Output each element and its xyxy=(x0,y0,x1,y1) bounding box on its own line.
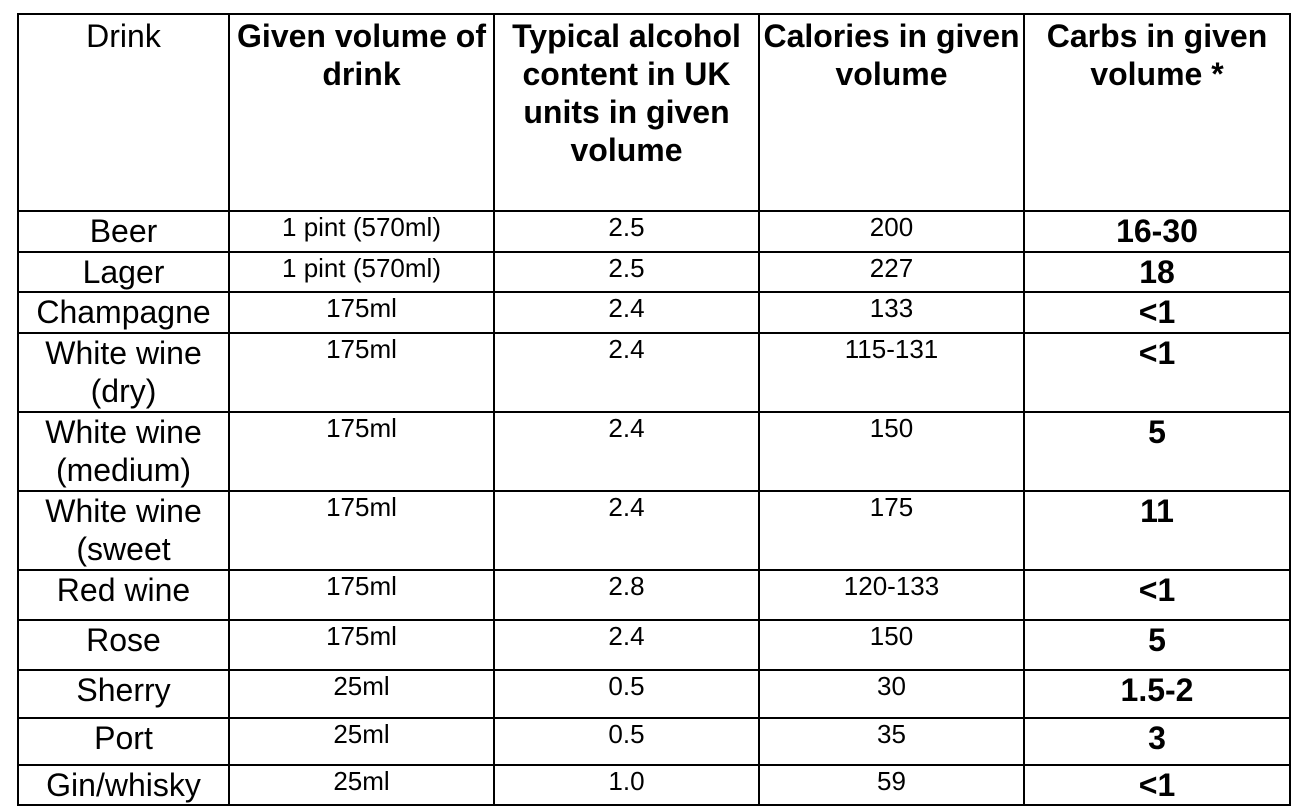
table-row: Champagne 175ml 2.4 133 <1 xyxy=(17,291,1291,334)
drink-cell: Beer xyxy=(17,210,230,253)
drink-cell: White wine (medium) xyxy=(17,411,230,492)
calories-cell: 35 xyxy=(758,717,1025,766)
drink-cell: Port xyxy=(17,717,230,766)
drink-cell: White wine (dry) xyxy=(17,332,230,413)
carbs-cell: <1 xyxy=(1023,291,1291,334)
drink-cell: Rose xyxy=(17,619,230,671)
table-row: Beer 1 pint (570ml) 2.5 200 16-30 xyxy=(17,210,1291,253)
drink-cell: Sherry xyxy=(17,669,230,719)
volume-cell: 175ml xyxy=(228,332,495,413)
carbs-cell: <1 xyxy=(1023,764,1291,806)
table-row: Gin/whisky 25ml 1.0 59 <1 xyxy=(17,764,1291,806)
calories-cell: 59 xyxy=(758,764,1025,806)
carbs-cell: 16-30 xyxy=(1023,210,1291,253)
table-row: Sherry 25ml 0.5 30 1.5-2 xyxy=(17,669,1291,719)
carbs-cell: <1 xyxy=(1023,569,1291,621)
calories-cell: 150 xyxy=(758,411,1025,492)
carbs-cell: 5 xyxy=(1023,411,1291,492)
header-volume: Given volume of drink xyxy=(228,13,495,212)
table-row: White wine (medium) 175ml 2.4 150 5 xyxy=(17,411,1291,492)
volume-cell: 1 pint (570ml) xyxy=(228,251,495,293)
alcohol-cell: 2.5 xyxy=(493,210,760,253)
volume-cell: 25ml xyxy=(228,764,495,806)
alcohol-cell: 2.4 xyxy=(493,291,760,334)
carbs-cell: 11 xyxy=(1023,490,1291,571)
alcohol-cell: 0.5 xyxy=(493,669,760,719)
volume-cell: 175ml xyxy=(228,411,495,492)
calories-cell: 115-131 xyxy=(758,332,1025,413)
carbs-cell: 18 xyxy=(1023,251,1291,293)
table-row: Red wine 175ml 2.8 120-133 <1 xyxy=(17,569,1291,621)
volume-cell: 1 pint (570ml) xyxy=(228,210,495,253)
alcohol-cell: 1.0 xyxy=(493,764,760,806)
calories-cell: 120-133 xyxy=(758,569,1025,621)
carbs-cell: 1.5-2 xyxy=(1023,669,1291,719)
alcohol-cell: 0.5 xyxy=(493,717,760,766)
calories-cell: 150 xyxy=(758,619,1025,671)
table-row: White wine (sweet 175ml 2.4 175 11 xyxy=(17,490,1291,571)
volume-cell: 175ml xyxy=(228,291,495,334)
calories-cell: 175 xyxy=(758,490,1025,571)
volume-cell: 175ml xyxy=(228,619,495,671)
alcohol-cell: 2.4 xyxy=(493,490,760,571)
table-row: Rose 175ml 2.4 150 5 xyxy=(17,619,1291,671)
header-calories: Calories in given volume xyxy=(758,13,1025,212)
drink-cell: Champagne xyxy=(17,291,230,334)
calories-cell: 200 xyxy=(758,210,1025,253)
volume-cell: 25ml xyxy=(228,669,495,719)
calories-cell: 133 xyxy=(758,291,1025,334)
drink-cell: White wine (sweet xyxy=(17,490,230,571)
drinks-nutrition-table: Drink Given volume of drink Typical alco… xyxy=(17,13,1291,806)
header-alcohol: Typical alcohol content in UK units in g… xyxy=(493,13,760,212)
header-drink: Drink xyxy=(17,13,230,212)
table-row: White wine (dry) 175ml 2.4 115-131 <1 xyxy=(17,332,1291,413)
carbs-cell: 3 xyxy=(1023,717,1291,766)
calories-cell: 227 xyxy=(758,251,1025,293)
alcohol-cell: 2.4 xyxy=(493,619,760,671)
volume-cell: 25ml xyxy=(228,717,495,766)
drink-cell: Red wine xyxy=(17,569,230,621)
carbs-cell: 5 xyxy=(1023,619,1291,671)
table-row: Lager 1 pint (570ml) 2.5 227 18 xyxy=(17,251,1291,293)
volume-cell: 175ml xyxy=(228,490,495,571)
carbs-cell: <1 xyxy=(1023,332,1291,413)
header-carbs: Carbs in given volume * xyxy=(1023,13,1291,212)
drink-cell: Lager xyxy=(17,251,230,293)
table-row: Port 25ml 0.5 35 3 xyxy=(17,717,1291,766)
calories-cell: 30 xyxy=(758,669,1025,719)
alcohol-cell: 2.4 xyxy=(493,332,760,413)
alcohol-cell: 2.8 xyxy=(493,569,760,621)
table-header-row: Drink Given volume of drink Typical alco… xyxy=(17,13,1291,212)
alcohol-cell: 2.5 xyxy=(493,251,760,293)
volume-cell: 175ml xyxy=(228,569,495,621)
drink-cell: Gin/whisky xyxy=(17,764,230,806)
alcohol-cell: 2.4 xyxy=(493,411,760,492)
